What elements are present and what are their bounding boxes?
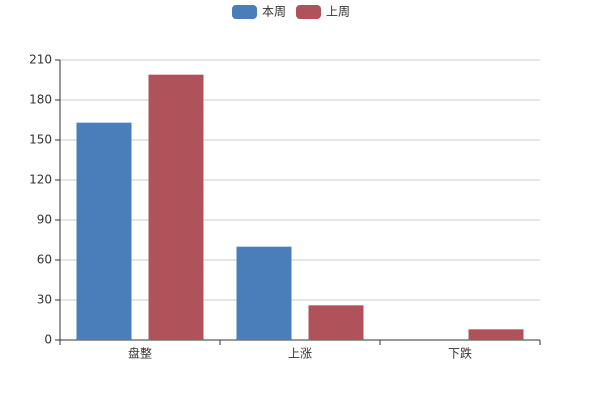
x-tick-label: 盘整 xyxy=(128,346,152,361)
y-tick-label: 180 xyxy=(29,93,52,107)
legend-label[interactable]: 上周 xyxy=(326,5,350,19)
legend-swatch[interactable] xyxy=(296,5,321,19)
bar xyxy=(308,305,364,340)
x-tick-label: 上涨 xyxy=(288,346,312,361)
x-tick-label: 下跌 xyxy=(448,346,472,361)
legend-swatch[interactable] xyxy=(232,5,257,19)
y-tick-label: 90 xyxy=(37,213,52,227)
y-tick-label: 0 xyxy=(44,333,52,347)
legend-label[interactable]: 本周 xyxy=(262,5,286,19)
y-tick-label: 150 xyxy=(29,133,52,147)
bar xyxy=(468,329,524,340)
bar xyxy=(236,246,292,340)
y-tick-label: 60 xyxy=(37,253,52,267)
bar xyxy=(148,74,204,341)
y-tick-label: 30 xyxy=(37,293,52,307)
bar xyxy=(76,122,132,341)
y-tick-label: 120 xyxy=(29,173,52,187)
y-tick-label: 210 xyxy=(29,53,52,67)
